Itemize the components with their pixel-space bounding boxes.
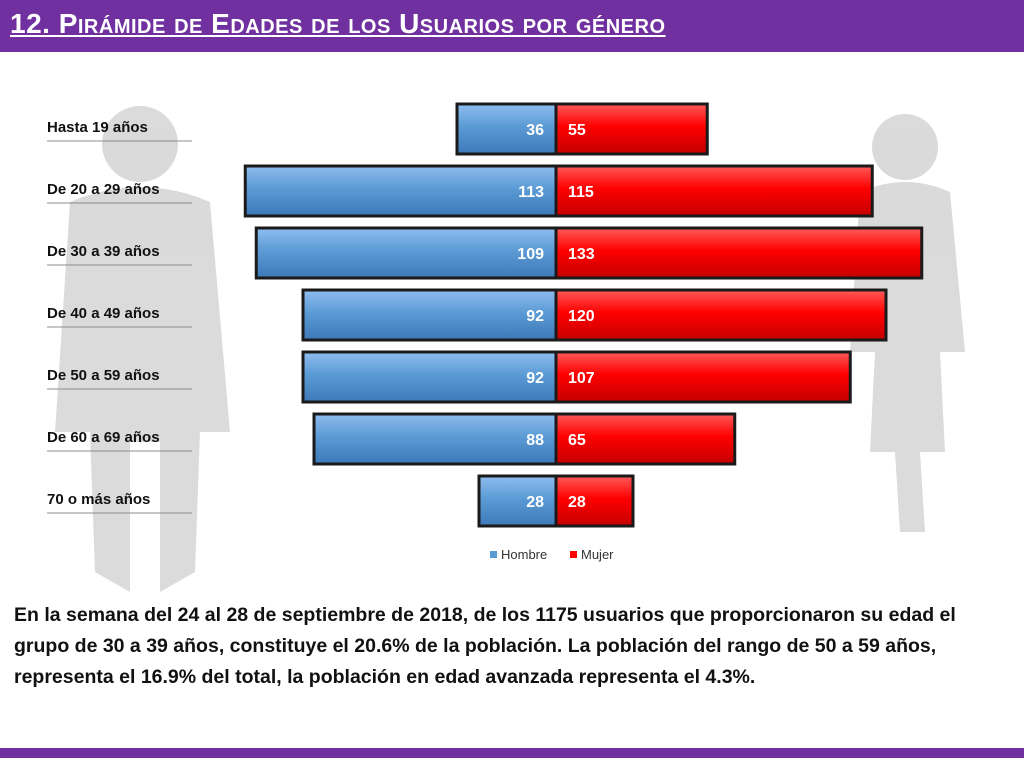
value-label-mujer-0: 55 <box>568 122 586 139</box>
chart-legend: Hombre Mujer <box>490 547 614 562</box>
value-label-mujer-2: 133 <box>568 246 595 263</box>
bar-mujer-0 <box>554 102 709 156</box>
bar-mujer-6 <box>554 474 635 528</box>
value-label-mujer-4: 107 <box>568 370 595 387</box>
bar-mujer-5 <box>554 412 737 466</box>
bottom-bar <box>0 748 1024 758</box>
bar-mujer-3 <box>554 288 888 342</box>
legend-label-mujer: Mujer <box>581 547 614 562</box>
category-label-5: De 60 a 69 años <box>47 429 160 446</box>
value-label-mujer-3: 120 <box>568 308 595 325</box>
bar-hombre-1 <box>243 164 558 218</box>
value-label-mujer-6: 28 <box>568 494 586 511</box>
value-label-hombre-2: 109 <box>517 246 544 263</box>
legend-swatch-hombre <box>490 551 497 558</box>
bar-hombre-0 <box>455 102 558 156</box>
bar-hombre-4 <box>301 350 558 404</box>
population-pyramid-chart: Hasta 19 años 36 55 De 20 a 29 años 113 115 De… <box>47 102 965 592</box>
value-label-hombre-3: 92 <box>526 308 544 325</box>
value-label-hombre-4: 92 <box>526 370 544 387</box>
bar-hombre-3 <box>301 288 558 342</box>
value-label-hombre-1: 113 <box>518 184 544 201</box>
value-label-mujer-5: 65 <box>568 432 586 449</box>
title-bar: 12. Pirámide de Edades de los Usuarios p… <box>0 0 1024 52</box>
category-label-3: De 40 a 49 años <box>47 305 160 322</box>
bar-mujer-2 <box>554 226 924 280</box>
bar-hombre-5 <box>312 412 558 466</box>
male-silhouette-icon <box>55 106 230 592</box>
value-label-hombre-5: 88 <box>526 432 544 449</box>
value-label-mujer-1: 115 <box>568 184 594 201</box>
bar-hombre-6 <box>477 474 558 528</box>
value-label-hombre-6: 28 <box>526 494 544 511</box>
value-label-hombre-0: 36 <box>526 122 544 139</box>
category-label-1: De 20 a 29 años <box>47 181 160 198</box>
bar-hombre-2 <box>254 226 558 280</box>
page-title: 12. Pirámide de Edades de los Usuarios p… <box>10 8 666 39</box>
legend-swatch-mujer <box>570 551 577 558</box>
bar-mujer-4 <box>554 350 852 404</box>
category-label-4: De 50 a 59 años <box>47 367 160 384</box>
bar-mujer-1 <box>554 164 874 218</box>
category-label-0: Hasta 19 años <box>47 119 148 136</box>
legend-label-hombre: Hombre <box>501 547 547 562</box>
category-label-2: De 30 a 39 años <box>47 243 160 260</box>
caption-text: En la semana del 24 al 28 de septiembre … <box>14 604 956 688</box>
category-label-6: 70 o más años <box>47 491 150 508</box>
